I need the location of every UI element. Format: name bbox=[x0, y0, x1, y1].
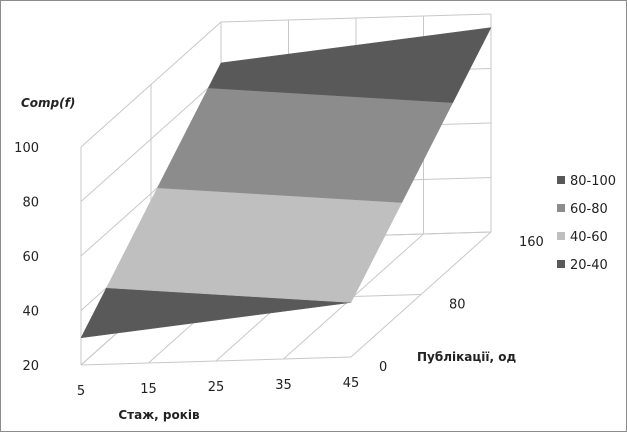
y-axis-title: Публікації, од bbox=[417, 350, 516, 364]
x-tick-labels: 5 15 25 35 45 bbox=[77, 376, 359, 399]
legend-swatch bbox=[557, 232, 565, 240]
x-tick-label: 35 bbox=[275, 378, 292, 393]
z-tick-labels: 20 40 60 80 100 bbox=[14, 141, 39, 374]
x-axis-title: Стаж, років bbox=[118, 408, 200, 422]
legend: 80-100 60-80 40-60 20-40 bbox=[557, 174, 616, 273]
legend-label: 40-60 bbox=[570, 230, 608, 245]
z-tick-label: 60 bbox=[22, 250, 39, 265]
legend-label: 20-40 bbox=[570, 258, 608, 273]
z-tick-label: 40 bbox=[22, 305, 39, 320]
x-tick-label: 5 bbox=[77, 384, 85, 399]
z-tick-label: 20 bbox=[22, 359, 39, 374]
z-tick-label: 80 bbox=[22, 196, 39, 211]
x-tick-label: 15 bbox=[140, 382, 157, 397]
z-tick-label: 100 bbox=[14, 141, 39, 156]
legend-swatch bbox=[557, 260, 565, 268]
z-axis-title: Comp(f) bbox=[21, 96, 75, 110]
x-tick-label: 25 bbox=[208, 380, 225, 395]
surface-band-40-60 bbox=[106, 187, 403, 303]
surface-band-60-80 bbox=[157, 87, 454, 203]
legend-swatch bbox=[557, 204, 565, 212]
legend-label: 80-100 bbox=[570, 174, 616, 189]
legend-swatch bbox=[557, 176, 565, 184]
y-tick-label: 160 bbox=[519, 235, 544, 250]
surface-band-80-100 bbox=[207, 27, 492, 103]
grid-line bbox=[80, 356, 352, 366]
y-tick-label: 80 bbox=[449, 298, 466, 313]
y-tick-labels: 0 80 160 bbox=[379, 235, 544, 375]
y-tick-label: 0 bbox=[379, 360, 387, 375]
surface-bands bbox=[80, 27, 492, 339]
x-tick-label: 45 bbox=[343, 376, 360, 391]
legend-label: 60-80 bbox=[570, 202, 608, 217]
